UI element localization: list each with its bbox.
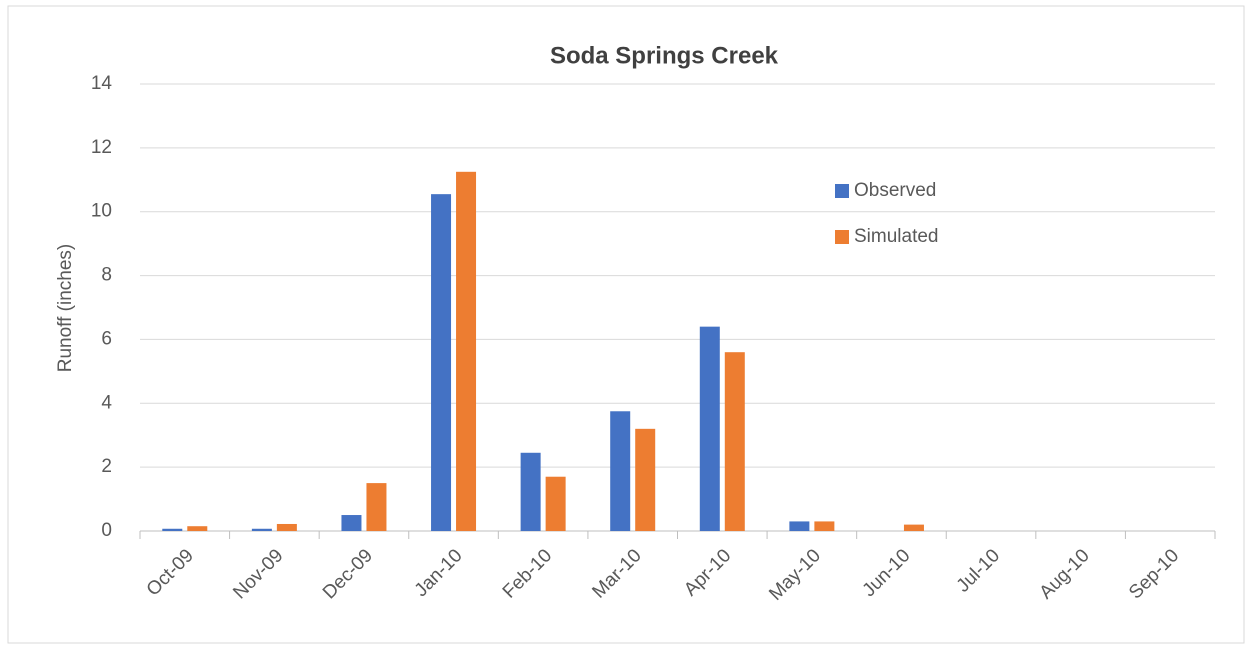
x-tick-label: Aug-10 [1036,545,1094,603]
y-tick-label: 2 [101,456,112,477]
y-tick-label: 10 [91,201,112,222]
bar [341,515,362,531]
x-tick-label: Jan-10 [411,545,467,601]
chart-title: Soda Springs Creek [550,42,779,69]
bar [366,483,387,531]
y-tick-label: 6 [101,328,112,349]
bar [520,452,541,531]
x-tick-label: Feb-10 [499,545,556,602]
x-tick-label: Dec-09 [319,545,377,603]
bar [814,521,835,531]
bar [789,521,810,531]
y-tick-label: 12 [91,137,112,158]
bar [276,523,297,531]
x-tick-label: Sep-10 [1125,545,1183,603]
x-tick-label: Oct-09 [143,545,198,600]
x-tick-label: Jul-10 [953,545,1004,596]
bar [699,326,720,531]
y-tick-label: 14 [91,73,113,94]
bar [187,526,208,531]
bar [610,411,631,531]
x-tick-label: Mar-10 [588,545,645,602]
bar [251,528,272,531]
bar [545,476,566,531]
bar [724,352,745,531]
y-tick-label: 8 [101,265,112,286]
bar [431,194,452,531]
legend-label: Observed [854,180,936,201]
bar [635,428,656,531]
x-tick-label: Nov-09 [229,545,287,603]
chart-frame [7,5,1245,644]
legend-label: Simulated [854,226,939,247]
bar [903,524,924,531]
x-tick-label: Apr-10 [680,545,735,600]
legend-swatch [835,184,849,198]
y-axis-label: Runoff (inches) [55,244,76,373]
x-tick-label: May-10 [765,545,825,605]
y-tick-label: 0 [101,520,112,541]
bar [456,171,477,531]
bar [162,528,183,531]
y-tick-label: 4 [101,392,112,413]
x-tick-label: Jun-10 [859,545,915,601]
legend-swatch [835,230,849,244]
